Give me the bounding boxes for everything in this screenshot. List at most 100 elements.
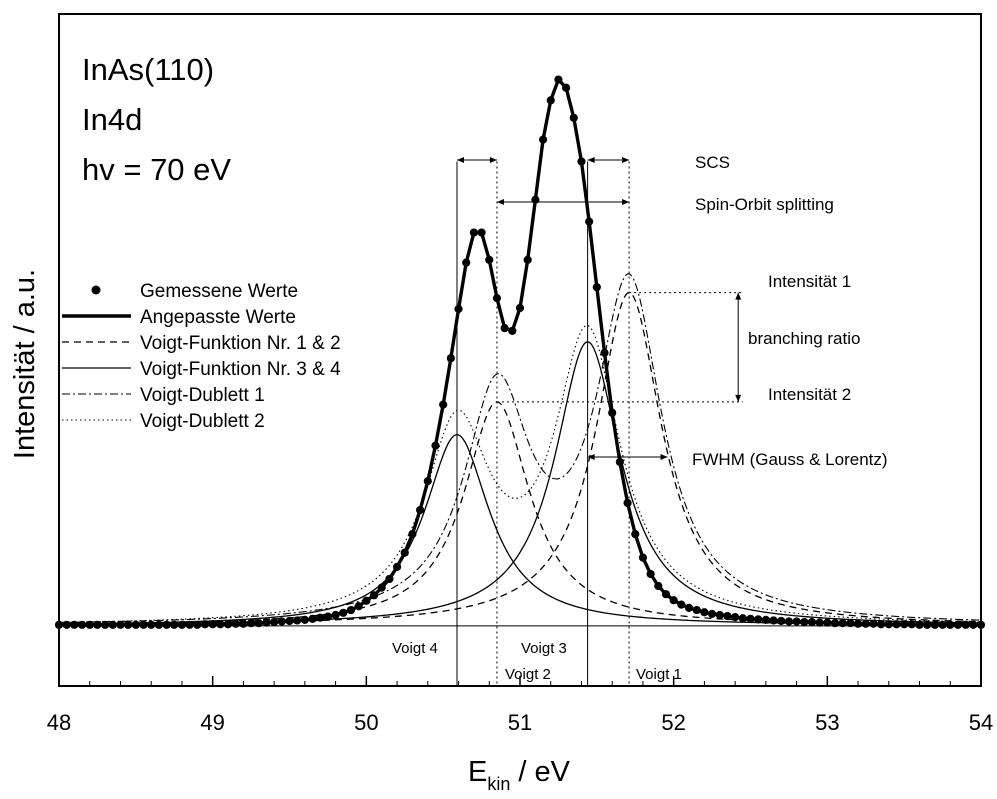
legend-label: Voigt-Funktion Nr. 3 & 4: [140, 359, 341, 380]
measured-point: [777, 616, 786, 626]
measured-point: [661, 590, 671, 599]
legend: Gemessene Werte Angepasste Werte Voigt-Fun…: [62, 281, 341, 432]
measured-point: [262, 618, 271, 627]
measured-point: [923, 620, 932, 629]
legend-label: Angepasste Werte: [140, 307, 296, 328]
measured-point: [139, 620, 148, 629]
arrow-scs-low-head-start: [456, 157, 464, 163]
measured-point: [323, 612, 333, 621]
measured-point: [316, 613, 325, 622]
arrow-branching-head-end: [735, 394, 742, 402]
arrow-spin-orbit-head-start: [496, 199, 504, 205]
measured-point: [823, 618, 832, 627]
arrow-spin-orbit: [496, 199, 630, 205]
legend-item: Voigt-Dublett 2: [62, 411, 265, 432]
measured-point: [93, 620, 102, 629]
curve-voigt-dublett-2: [58, 324, 982, 623]
measured-point: [677, 600, 686, 609]
measured-point: [369, 591, 379, 600]
measured-point: [177, 620, 187, 629]
measured-point: [416, 505, 425, 515]
measured-point: [669, 596, 678, 605]
measured-point: [101, 620, 110, 629]
legend-item: Voigt-Funktion Nr. 3 & 4: [62, 359, 341, 380]
measured-point: [431, 441, 440, 450]
arrow-spin-orbit-head-end: [622, 199, 630, 205]
measured-point: [131, 620, 140, 629]
measured-point: [853, 619, 863, 628]
measured-point: [838, 619, 847, 628]
measured-point: [792, 617, 801, 626]
measured-point: [807, 617, 817, 627]
measured-point: [439, 400, 448, 409]
measured-point: [246, 619, 256, 628]
legend-label: Voigt-Funktion Nr. 1 & 2: [140, 333, 341, 354]
measured-point: [892, 620, 901, 629]
measured-point: [293, 616, 302, 625]
measured-point: [124, 620, 133, 629]
measured-point: [800, 617, 809, 627]
legend-item: Angepasste Werte: [62, 307, 296, 328]
measured-point: [339, 608, 348, 617]
measured-point: [354, 602, 363, 611]
legend-item: Gemessene Werte: [91, 281, 298, 302]
measured-point: [569, 113, 578, 122]
measured-point: [254, 619, 263, 628]
measured-point: [147, 620, 156, 629]
measured-point: [731, 613, 740, 622]
voigt1-label: Voigt 1: [636, 666, 682, 683]
arrow-fwhm: [587, 454, 668, 460]
measured-point: [185, 620, 194, 629]
arrow-scs-low-head-end: [489, 157, 497, 163]
core-level-label: In4d: [82, 102, 142, 137]
measured-point: [77, 620, 87, 629]
measured-point: [646, 569, 655, 579]
measured-point: [769, 616, 778, 625]
measured-point: [508, 326, 517, 335]
measured-point: [523, 255, 532, 264]
measured-point: [915, 620, 924, 629]
measured-point: [754, 615, 763, 624]
measured-point: [277, 617, 286, 626]
measured-point: [884, 620, 893, 629]
measured-point: [193, 620, 202, 629]
measured-point: [485, 255, 494, 264]
measured-point: [861, 619, 870, 628]
fwhm-label: FWHM (Gauss & Lorentz): [692, 450, 888, 469]
y-axis-label: Intensität / a.u.: [9, 269, 41, 459]
measured-point: [300, 615, 309, 624]
measured-point: [285, 616, 294, 626]
measured-point: [723, 611, 732, 621]
measured-point: [692, 605, 701, 615]
x-tick-label: 50: [354, 710, 378, 735]
measured-point: [638, 553, 648, 562]
legend-label: Voigt-Dublett 1: [140, 385, 265, 406]
measured-point: [85, 620, 94, 629]
x-axis-ticks: 48 49 50 51 52 53 54: [47, 676, 993, 735]
measured-point: [830, 619, 840, 628]
measured-point: [846, 619, 855, 628]
x-tick-label: 53: [815, 710, 839, 735]
measured-point: [746, 614, 755, 623]
branching-ratio-label: branching ratio: [748, 329, 860, 348]
legend-swatch: [91, 285, 101, 295]
measured-point: [815, 618, 824, 627]
x-tick-label: 48: [47, 710, 71, 735]
arrow-branching: [735, 292, 742, 402]
measured-point: [239, 619, 248, 628]
measured-point: [446, 354, 455, 363]
intensity1-label: Intensität 1: [768, 272, 851, 291]
measured-point: [469, 228, 478, 237]
legend-item: Voigt-Funktion Nr. 1 & 2: [62, 333, 341, 354]
measured-point: [546, 96, 555, 105]
arrow-scs-high-head-end: [622, 157, 630, 163]
measured-points-layer: [54, 75, 986, 629]
measured-point: [162, 620, 171, 629]
measured-point: [900, 620, 909, 629]
measured-point: [477, 228, 486, 237]
arrow-branching-head-start: [735, 292, 742, 300]
intensity2-label: Intensität 2: [768, 385, 851, 404]
measured-point: [377, 583, 386, 592]
x-axis-label: Ekin / eV: [468, 756, 571, 794]
measured-point: [362, 596, 371, 605]
